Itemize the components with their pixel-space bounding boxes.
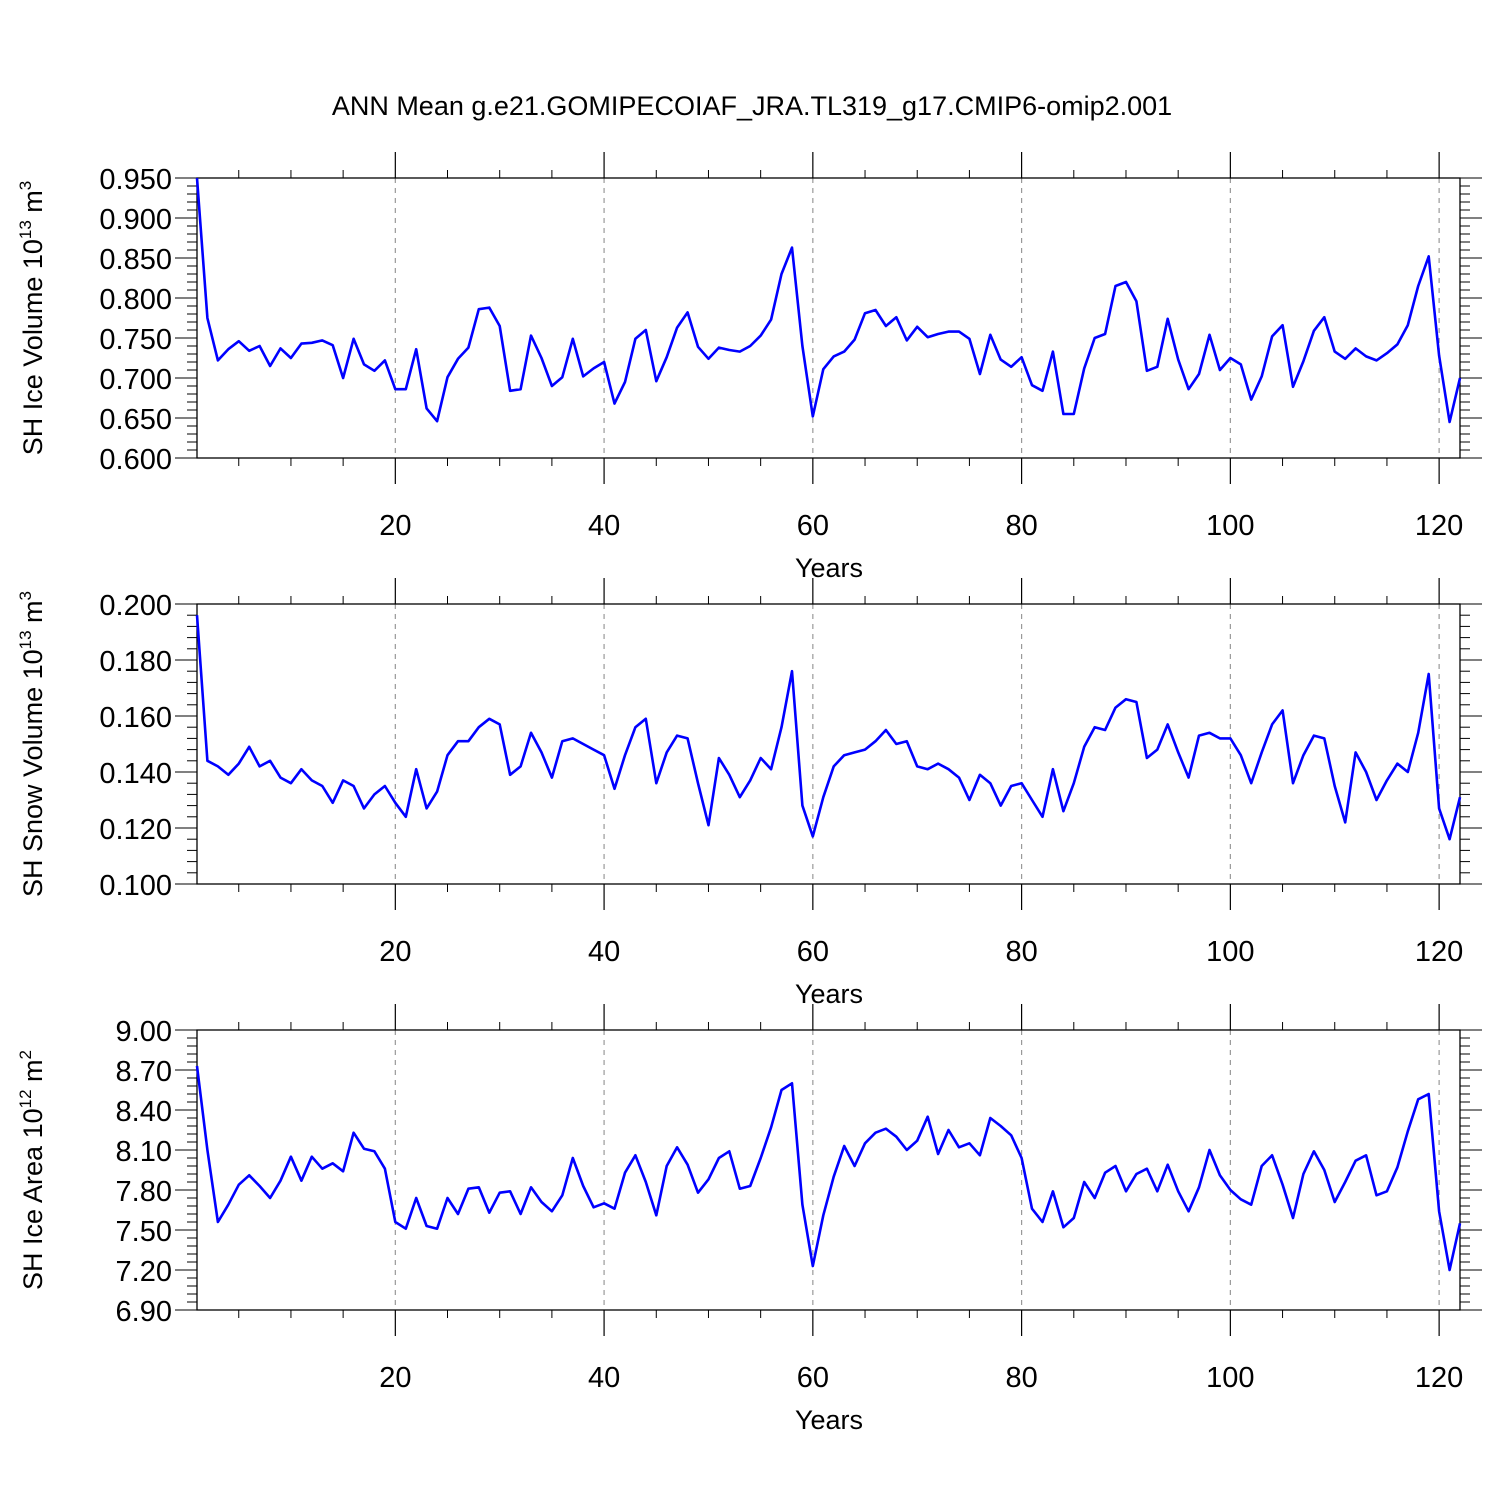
y-tick-label: 7.80	[116, 1176, 172, 1208]
panel-3: 20 40 60 80 100 120 9.00 8.70 8.40 8.10 7.80 7.50 7.…	[16, 1004, 1482, 1435]
y-tick-label: 8.70	[116, 1056, 172, 1088]
y-axis-label: SH Ice Volume 1013 m3	[16, 181, 48, 456]
x-tick-label: 60	[797, 1362, 829, 1394]
y-axis-label-exponent: 13	[16, 630, 35, 649]
plot-frame	[196, 177, 1461, 459]
x-tick-label: 100	[1206, 936, 1254, 968]
x-tick-label: 20	[379, 936, 411, 968]
x-tick-label: 40	[588, 936, 620, 968]
y-axis-label-exponent: 12	[16, 1089, 35, 1108]
y-axis-label-text: SH Ice Area 10	[18, 1108, 48, 1290]
series-line	[195, 1065, 1462, 1272]
y-tick-label: 6.90	[116, 1296, 172, 1328]
y-tick-label: 9.00	[116, 1016, 172, 1048]
y-axis-label: SH Ice Area 1012 m2	[16, 1050, 48, 1290]
x-tick-label: 80	[1005, 936, 1037, 968]
y-tick-label: 0.180	[99, 646, 172, 678]
x-axis-label: Years	[795, 1405, 863, 1435]
y-tick-label: 0.120	[99, 814, 172, 846]
x-tick-label: 60	[797, 936, 829, 968]
y-tick-label: 0.750	[99, 324, 172, 356]
panel-1: 20 40 60 80 100 120 0.950 0.900 0.850 0.800 0.750 0…	[16, 152, 1482, 583]
x-tick-label: 120	[1415, 1362, 1463, 1394]
series-line	[195, 615, 1462, 841]
y-tick-label: 0.800	[99, 284, 172, 316]
y-tick-label: 0.700	[99, 364, 172, 396]
x-axis-label: Years	[795, 553, 863, 583]
x-tick-label: 40	[588, 510, 620, 542]
y-tick-label: 7.20	[116, 1256, 172, 1288]
x-axis-label: Years	[795, 979, 863, 1009]
y-tick-label: 0.100	[99, 870, 172, 902]
x-tick-label: 80	[1005, 510, 1037, 542]
y-axis-label-unit: m	[18, 190, 48, 220]
y-axis-label-unit-exponent: 3	[16, 181, 35, 190]
y-tick-label: 0.160	[99, 702, 172, 734]
y-axis-label-text: SH Snow Volume 10	[18, 649, 48, 897]
series-line	[195, 177, 1462, 424]
x-tick-label: 40	[588, 1362, 620, 1394]
y-axis-label-unit-exponent: 3	[16, 591, 35, 600]
y-axis-label-unit: m	[18, 600, 48, 630]
x-tick-label: 20	[379, 510, 411, 542]
y-tick-label: 8.40	[116, 1096, 172, 1128]
figure-title: ANN Mean g.e21.GOMIPECOIAF_JRA.TL319_g17…	[332, 91, 1172, 121]
x-tick-label: 100	[1206, 1362, 1254, 1394]
panel-2: 20 40 60 80 100 120 0.200 0.180 0.160 0.140 0.120 0…	[16, 578, 1482, 1009]
x-tick-label: 100	[1206, 510, 1254, 542]
x-tick-label: 60	[797, 510, 829, 542]
y-tick-label: 7.50	[116, 1216, 172, 1248]
x-tick-label: 20	[379, 1362, 411, 1394]
y-tick-label: 0.140	[99, 758, 172, 790]
x-tick-label: 120	[1415, 936, 1463, 968]
y-axis-label-text: SH Ice Volume 10	[18, 239, 48, 455]
y-axis-label-unit-exponent: 2	[16, 1050, 35, 1059]
x-tick-label: 80	[1005, 1362, 1037, 1394]
y-tick-label: 0.200	[99, 590, 172, 622]
y-tick-label: 0.850	[99, 244, 172, 276]
y-axis-label-exponent: 13	[16, 220, 35, 239]
plot-frame	[196, 1029, 1461, 1311]
y-tick-label: 0.650	[99, 404, 172, 436]
y-axis-label: SH Snow Volume 1013 m3	[16, 591, 48, 897]
plot-frame	[196, 603, 1461, 885]
x-tick-label: 120	[1415, 510, 1463, 542]
y-tick-label: 0.950	[99, 164, 172, 196]
y-axis-label-unit: m	[18, 1059, 48, 1089]
y-tick-label: 0.900	[99, 204, 172, 236]
panels: 20 40 60 80 100 120 0.950 0.900 0.850 0.800 0.750 0…	[16, 152, 1482, 1435]
y-tick-label: 0.600	[99, 444, 172, 476]
y-tick-label: 8.10	[116, 1136, 172, 1168]
